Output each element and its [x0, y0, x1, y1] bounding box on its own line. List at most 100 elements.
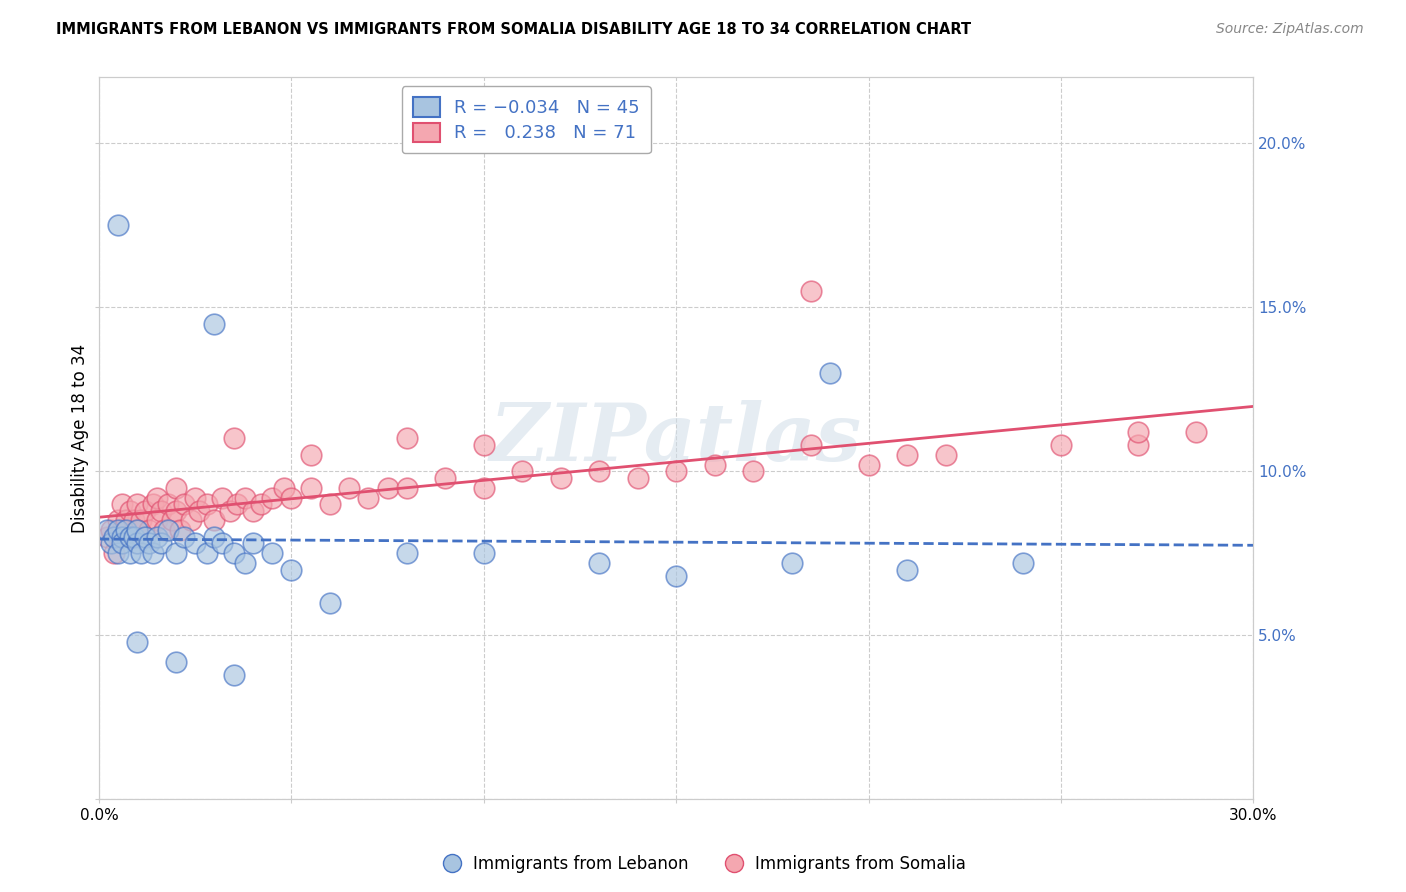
Point [273, 481, 295, 495]
Point [299, 448, 322, 462]
Point [127, 536, 149, 550]
Point [111, 497, 134, 511]
Point [129, 514, 152, 528]
Point [395, 546, 418, 560]
Point [1011, 556, 1033, 570]
Point [588, 556, 610, 570]
Point [169, 524, 191, 538]
Point [180, 514, 202, 528]
Point [202, 317, 225, 331]
Point [107, 218, 129, 232]
Point [222, 546, 245, 560]
Point [115, 524, 138, 538]
Point [226, 497, 249, 511]
Point [103, 530, 125, 544]
Point [1184, 425, 1206, 439]
Point [145, 491, 167, 505]
Point [627, 471, 650, 485]
Point [472, 481, 495, 495]
Point [165, 655, 187, 669]
Point [665, 569, 688, 583]
Point [96, 524, 118, 538]
Y-axis label: Disability Age 18 to 34: Disability Age 18 to 34 [72, 344, 89, 533]
Point [103, 546, 125, 560]
Point [665, 464, 688, 478]
Point [184, 491, 207, 505]
Point [111, 530, 134, 544]
Point [127, 497, 149, 511]
Point [127, 524, 149, 538]
Point [472, 438, 495, 452]
Point [377, 481, 399, 495]
Point [550, 471, 572, 485]
Point [184, 536, 207, 550]
Point [157, 524, 180, 538]
Point [134, 503, 156, 517]
Point [153, 524, 176, 538]
Point [142, 497, 165, 511]
Point [800, 284, 823, 298]
Point [818, 366, 841, 380]
Point [118, 546, 141, 560]
Point [262, 491, 284, 505]
Point [319, 595, 342, 609]
Point [242, 503, 264, 517]
Point [935, 448, 957, 462]
Point [233, 491, 256, 505]
Point [127, 524, 149, 538]
Point [357, 491, 380, 505]
Point [129, 546, 152, 560]
Point [896, 448, 918, 462]
Point [280, 563, 302, 577]
Point [100, 524, 122, 538]
Point [118, 530, 141, 544]
Point [510, 464, 533, 478]
Point [134, 530, 156, 544]
Point [115, 514, 138, 528]
Point [1126, 438, 1149, 452]
Point [165, 481, 187, 495]
Point [472, 546, 495, 560]
Point [118, 530, 141, 544]
Point [138, 524, 160, 538]
Point [800, 438, 823, 452]
Point [1126, 425, 1149, 439]
Point [299, 481, 322, 495]
Point [107, 530, 129, 544]
Point [111, 536, 134, 550]
Legend: R = −0.034   N = 45, R =   0.238   N = 71: R = −0.034 N = 45, R = 0.238 N = 71 [402, 87, 651, 153]
Point [211, 491, 233, 505]
Point [173, 497, 195, 511]
Point [202, 530, 225, 544]
Point [195, 546, 218, 560]
Text: Source: ZipAtlas.com: Source: ZipAtlas.com [1216, 22, 1364, 37]
Point [145, 530, 167, 544]
Point [107, 546, 129, 560]
Point [149, 503, 172, 517]
Point [319, 497, 342, 511]
Point [337, 481, 360, 495]
Point [202, 514, 225, 528]
Point [188, 503, 211, 517]
Point [211, 536, 233, 550]
Point [218, 503, 240, 517]
Point [138, 536, 160, 550]
Text: IMMIGRANTS FROM LEBANON VS IMMIGRANTS FROM SOMALIA DISABILITY AGE 18 TO 34 CORRE: IMMIGRANTS FROM LEBANON VS IMMIGRANTS FR… [56, 22, 972, 37]
Point [434, 471, 457, 485]
Point [896, 563, 918, 577]
Point [127, 635, 149, 649]
Point [742, 464, 765, 478]
Point [111, 524, 134, 538]
Point [703, 458, 725, 472]
Point [233, 556, 256, 570]
Point [165, 546, 187, 560]
Point [780, 556, 803, 570]
Point [222, 432, 245, 446]
Point [100, 536, 122, 550]
Point [588, 464, 610, 478]
Point [195, 497, 218, 511]
Point [96, 530, 118, 544]
Point [858, 458, 880, 472]
Point [122, 514, 145, 528]
Point [122, 530, 145, 544]
